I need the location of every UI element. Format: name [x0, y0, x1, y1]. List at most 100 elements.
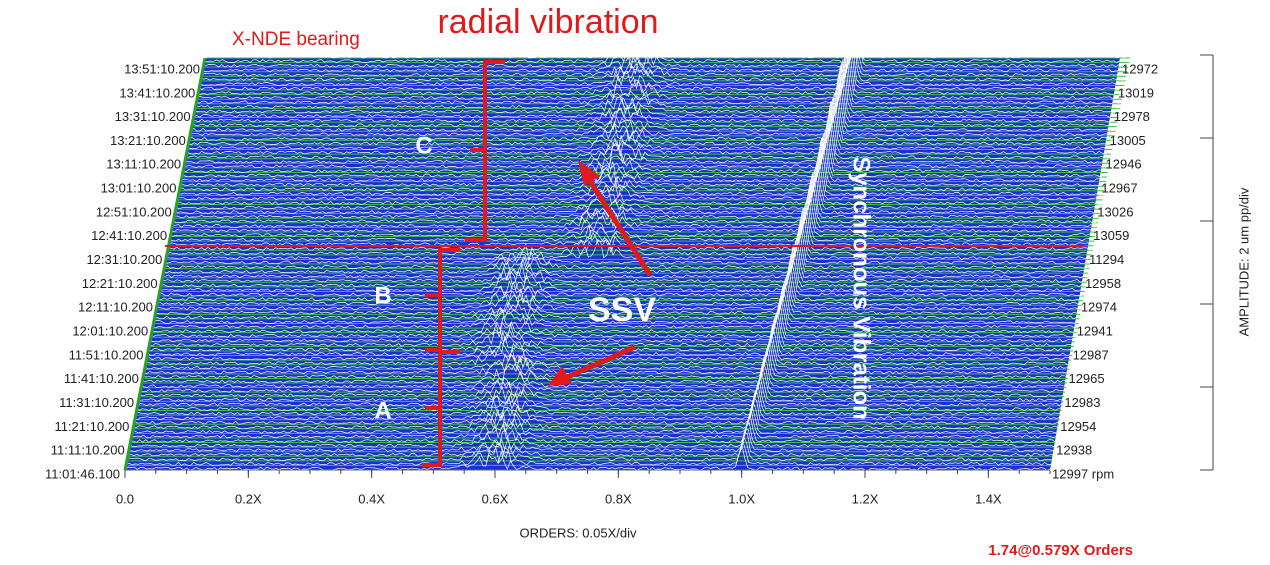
rpm-label: 12978 — [1114, 109, 1150, 124]
trace — [171, 185, 1097, 233]
trace — [178, 147, 1104, 196]
trace — [192, 66, 1118, 123]
trace — [163, 225, 1090, 269]
trace — [156, 272, 1082, 311]
trace — [155, 279, 1081, 315]
time-label: 12:31:10.200 — [86, 252, 162, 267]
trace — [185, 105, 1111, 160]
rpm-label: 12954 — [1060, 419, 1096, 434]
rpm-label: 11294 — [1089, 252, 1124, 267]
time-label: 13:51:10.200 — [124, 61, 200, 76]
trace — [143, 340, 1069, 375]
trace — [174, 171, 1100, 215]
trace — [130, 413, 1056, 443]
x-tick-label: 0.6X — [482, 491, 509, 506]
readout: 1.74@0.579X Orders — [988, 542, 1133, 559]
trace — [136, 380, 1062, 411]
time-label: 12:11:10.200 — [78, 300, 153, 315]
chart-title: radial vibration — [437, 3, 658, 41]
time-label: 11:01:46.100 — [45, 466, 120, 481]
trace — [173, 173, 1100, 219]
time-label: 11:51:10.200 — [69, 347, 144, 362]
trace — [186, 101, 1112, 155]
time-label: 13:11:10.200 — [106, 157, 181, 172]
trace — [141, 352, 1068, 384]
trace — [144, 335, 1070, 370]
rpm-label: 12983 — [1064, 395, 1100, 410]
trace — [131, 408, 1057, 439]
subtitle: X-NDE bearing — [232, 29, 360, 50]
x-tick-label: 1.4X — [975, 491, 1002, 506]
rpm-label: 12965 — [1068, 371, 1104, 386]
trace — [135, 386, 1061, 416]
arrows — [548, 160, 653, 386]
trace — [199, 27, 1125, 86]
trace — [132, 399, 1059, 430]
trace — [194, 62, 1120, 114]
trace — [200, 26, 1126, 82]
trace — [139, 360, 1066, 393]
trace — [170, 191, 1096, 237]
time-axis — [123, 57, 207, 471]
trace — [139, 364, 1065, 398]
trace — [158, 255, 1084, 297]
trace — [126, 435, 1052, 462]
trace — [176, 158, 1102, 205]
trace — [175, 165, 1101, 210]
trace — [145, 330, 1071, 366]
rpm-label: 13019 — [1118, 85, 1154, 100]
trace — [177, 152, 1103, 201]
x-tick-label: 0.0 — [116, 491, 134, 506]
x-tick-label: 1.0X — [728, 491, 755, 506]
time-label: 12:41:10.200 — [91, 228, 167, 243]
trace — [161, 244, 1087, 283]
trace — [163, 232, 1089, 274]
x-tick-label: 0.8X — [605, 491, 632, 506]
trace — [127, 431, 1053, 457]
trace — [166, 212, 1092, 256]
time-label: 12:21:10.200 — [82, 276, 158, 291]
trace — [156, 267, 1083, 306]
trace — [142, 345, 1068, 379]
trace — [187, 101, 1113, 151]
trace — [154, 283, 1080, 320]
amplitude-label: AMPLITUDE: 2 um pp/div — [1236, 187, 1251, 336]
trace — [129, 421, 1055, 448]
trace — [184, 112, 1110, 164]
x-tick-label: 0.4X — [358, 491, 385, 506]
trace — [134, 392, 1060, 421]
trace — [179, 141, 1105, 192]
trace — [183, 117, 1109, 169]
x-axis-label: ORDERS: 0.05X/div — [519, 525, 637, 540]
trace — [191, 71, 1117, 128]
rpm-label: 12958 — [1085, 276, 1121, 291]
trace — [148, 319, 1074, 352]
trace — [203, 3, 1130, 64]
rpm-label: 12987 — [1073, 347, 1109, 362]
trace — [151, 295, 1077, 334]
annotation: A — [374, 397, 391, 424]
trace — [182, 124, 1108, 173]
amp-ticks — [1200, 54, 1213, 471]
trace — [195, 58, 1121, 109]
x-tick-label: 1.2X — [852, 491, 879, 506]
x-tick-label: 0.2X — [235, 491, 262, 506]
trace — [152, 290, 1078, 329]
time-label: 13:41:10.200 — [119, 85, 195, 100]
time-label: 12:51:10.200 — [96, 204, 172, 219]
annotation: SSV — [588, 291, 656, 329]
trace — [128, 429, 1054, 453]
trace — [180, 136, 1107, 183]
time-label: 12:01:10.200 — [72, 323, 148, 338]
trace — [133, 396, 1060, 425]
trace — [202, 16, 1128, 73]
trace — [138, 368, 1064, 402]
trace — [159, 252, 1085, 292]
trace — [169, 197, 1095, 242]
rpm-label: 12974 — [1081, 300, 1117, 315]
trace — [132, 405, 1058, 434]
trace — [187, 98, 1114, 146]
trace — [162, 237, 1088, 279]
trace — [165, 216, 1092, 260]
